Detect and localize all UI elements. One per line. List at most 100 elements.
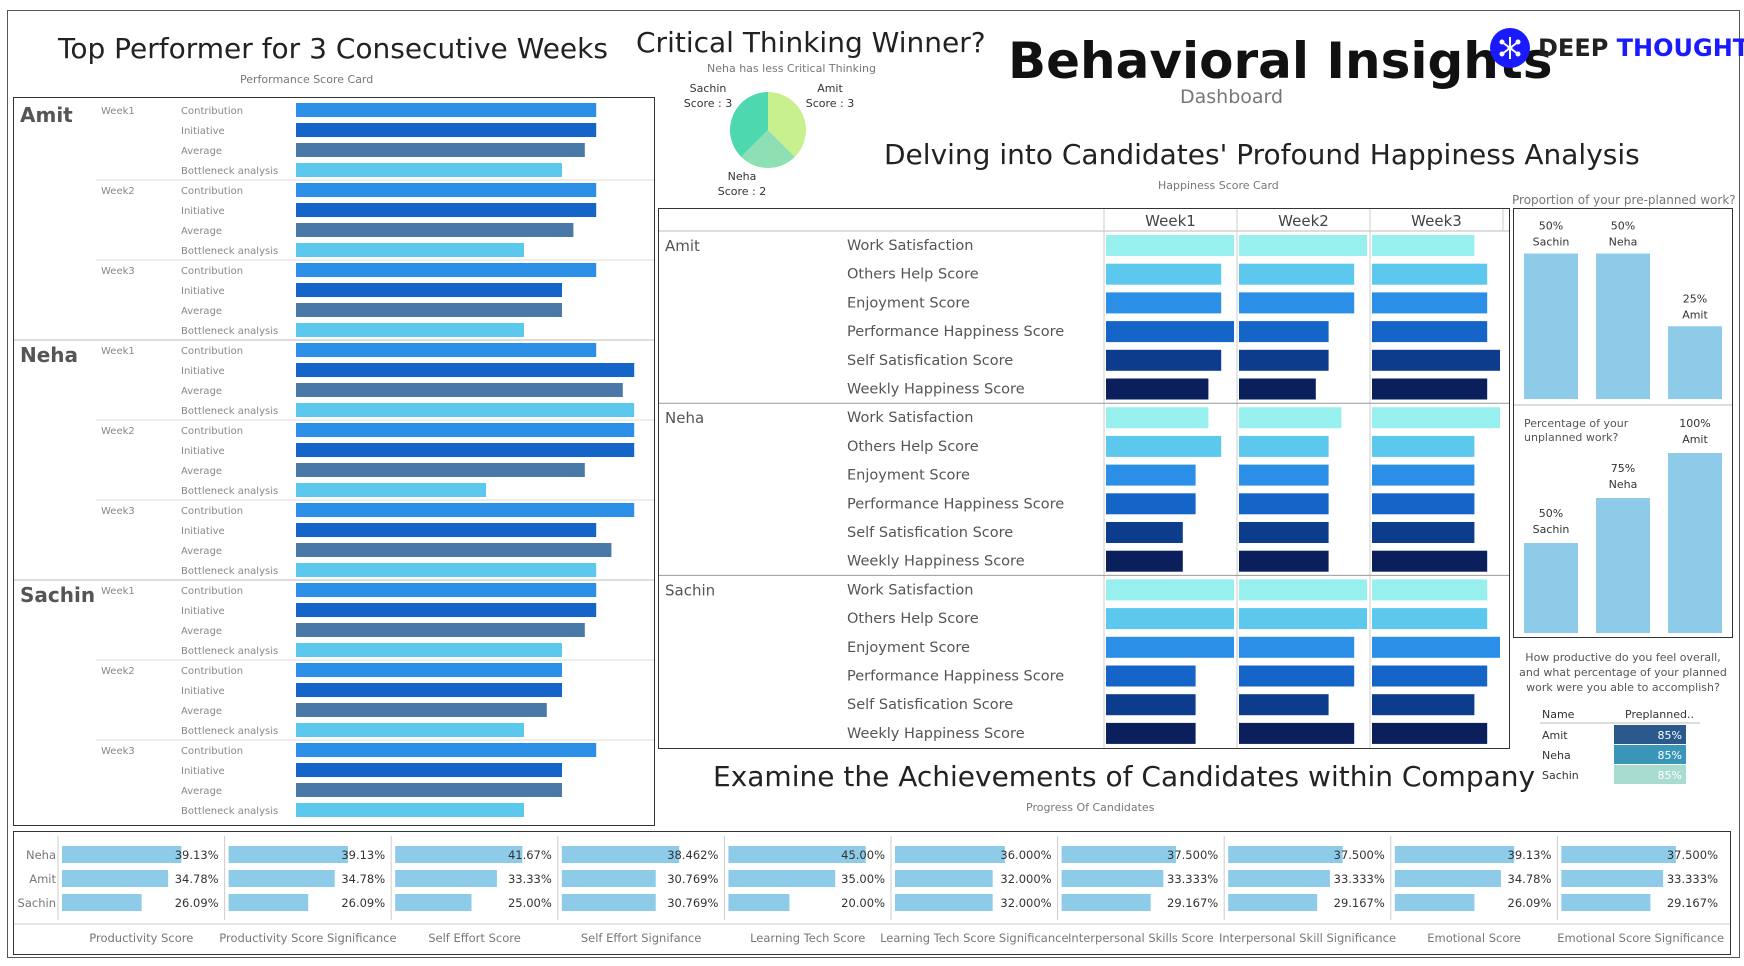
achievement-value-label: 26.09% [175, 896, 219, 910]
happiness-bar [1372, 636, 1500, 658]
preplanned-value-label: 25% [1683, 292, 1707, 305]
happiness-bar [1239, 694, 1329, 716]
metric-label: Average [181, 306, 222, 317]
achievement-bar [895, 846, 1005, 863]
achievement-bar [561, 870, 656, 887]
preplanned-bar [1596, 253, 1650, 399]
metric-label: Bottleneck analysis [181, 486, 278, 497]
happiness-bar [1106, 235, 1234, 256]
achievements-panel: Neha Amit Sachin 39.13% 34.78% 26.09% Producti… [13, 831, 1731, 955]
happiness-bar [1239, 321, 1329, 343]
achievement-bar [728, 894, 790, 911]
achievement-value-label: 33.333% [1667, 872, 1718, 886]
achievement-bar [1561, 894, 1651, 911]
happiness-week-header: Week3 [1411, 212, 1462, 230]
happiness-bar [1239, 550, 1329, 572]
week-label: Week2 [101, 186, 135, 197]
metric-label: Contribution [181, 746, 243, 757]
achievement-bar [228, 870, 335, 887]
achievement-row-label: Amit [29, 872, 56, 886]
happiness-bar [1106, 636, 1234, 658]
dashboard-title: Behavioral Insights [1008, 32, 1553, 90]
unplanned-bar [1668, 453, 1722, 633]
perf-bar [296, 143, 585, 157]
perf-bar [296, 603, 597, 617]
achievement-value-label: 25.00% [508, 896, 552, 910]
metric-label: Average [181, 226, 222, 237]
preplanned-value-label: 50% [1539, 220, 1563, 233]
week-label: Week2 [101, 666, 135, 677]
happiness-metric-label: Others Help Score [847, 267, 979, 283]
happiness-candidate-label: Sachin [665, 581, 715, 599]
pie-label-score: Score : 2 [718, 185, 767, 198]
happiness-subtitle: Happiness Score Card [1158, 179, 1279, 192]
achievement-panel-label: Interpersonal Skill Significance [1219, 931, 1396, 945]
metric-label: Contribution [181, 506, 243, 517]
perf-bar [296, 543, 612, 557]
perf-bar [296, 523, 597, 537]
metric-label: Average [181, 706, 222, 717]
achievement-bar [1061, 894, 1151, 911]
happiness-bar [1239, 722, 1355, 744]
perf-bar [296, 163, 562, 177]
performance-score-card-panel: Amit Week1 Contribution Initiative Average Bo… [13, 97, 655, 826]
happiness-metric-label: Enjoyment Score [847, 295, 970, 311]
perf-bar [296, 563, 597, 577]
achievement-value-label: 26.09% [341, 896, 385, 910]
happiness-bar [1106, 321, 1234, 343]
happiness-bar [1239, 292, 1355, 314]
metric-label: Initiative [181, 366, 225, 377]
happiness-metric-label: Performance Happiness Score [847, 496, 1064, 512]
performance-score-card-chart: Amit Week1 Contribution Initiative Average Bo… [14, 103, 654, 817]
preplanned-name-label: Neha [1609, 236, 1638, 249]
happiness-bar [1239, 235, 1367, 256]
pie-slice [730, 92, 768, 157]
happiness-metric-label: Enjoyment Score [847, 468, 970, 484]
pie-slice [741, 130, 795, 168]
week-label: Week3 [101, 266, 135, 277]
preplanned-bar [1524, 253, 1578, 399]
achievement-panel-label: Emotional Score [1427, 931, 1521, 945]
unplanned-value-label: 50% [1539, 507, 1563, 520]
perf-bar [296, 683, 562, 697]
achievement-bar [561, 846, 680, 863]
happiness-score-card-chart: Week1 Week2 Week3 Amit Work Satisfaction Othe… [659, 209, 1509, 748]
metric-label: Contribution [181, 106, 243, 117]
unplanned-title-line2: unplanned work? [1524, 431, 1619, 444]
happiness-bar [1372, 464, 1475, 486]
perf-bar [296, 383, 623, 397]
happiness-metric-label: Work Satisfaction [847, 410, 973, 426]
achievement-value-label: 30.769% [667, 872, 718, 886]
happiness-bar [1106, 722, 1196, 744]
happiness-bar [1106, 263, 1222, 285]
happiness-metric-label: Self Satisfication Score [847, 353, 1013, 369]
metric-label: Average [181, 626, 222, 637]
metric-label: Average [181, 466, 222, 477]
metric-label: Average [181, 786, 222, 797]
achievement-bar [728, 870, 836, 887]
metric-label: Contribution [181, 426, 243, 437]
happiness-bar [1372, 378, 1488, 400]
deep-thought-logo: DEEP THOUGHT [1490, 28, 1744, 68]
productive-row-value: 85% [1658, 769, 1682, 782]
brand-name: DEEP THOUGHT [1538, 34, 1744, 62]
achievement-bar [1228, 894, 1318, 911]
metric-label: Initiative [181, 766, 225, 777]
achievement-value-label: 34.78% [1508, 872, 1552, 886]
dashboard-frame [7, 10, 1740, 958]
happiness-bar [1106, 407, 1209, 429]
productive-header-name: Name [1542, 708, 1575, 721]
metric-label: Bottleneck analysis [181, 166, 278, 177]
brain-network-icon [1490, 28, 1530, 68]
preplanned-name-label: Sachin [1533, 236, 1570, 249]
happiness-score-card-panel: Week1 Week2 Week3 Amit Work Satisfaction Othe… [658, 208, 1510, 749]
achievement-value-label: 37.500% [1167, 848, 1218, 862]
achievement-value-label: 36.000% [1000, 848, 1051, 862]
metric-label: Bottleneck analysis [181, 326, 278, 337]
perf-bar [296, 323, 524, 337]
happiness-metric-label: Weekly Happiness Score [847, 726, 1025, 742]
achievement-panel-label: Productivity Score Significance [219, 931, 396, 945]
metric-label: Bottleneck analysis [181, 566, 278, 577]
preplanned-title: Proportion of your pre-planned work? [1512, 193, 1736, 207]
happiness-title: Delving into Candidates' Profound Happin… [884, 138, 1640, 171]
